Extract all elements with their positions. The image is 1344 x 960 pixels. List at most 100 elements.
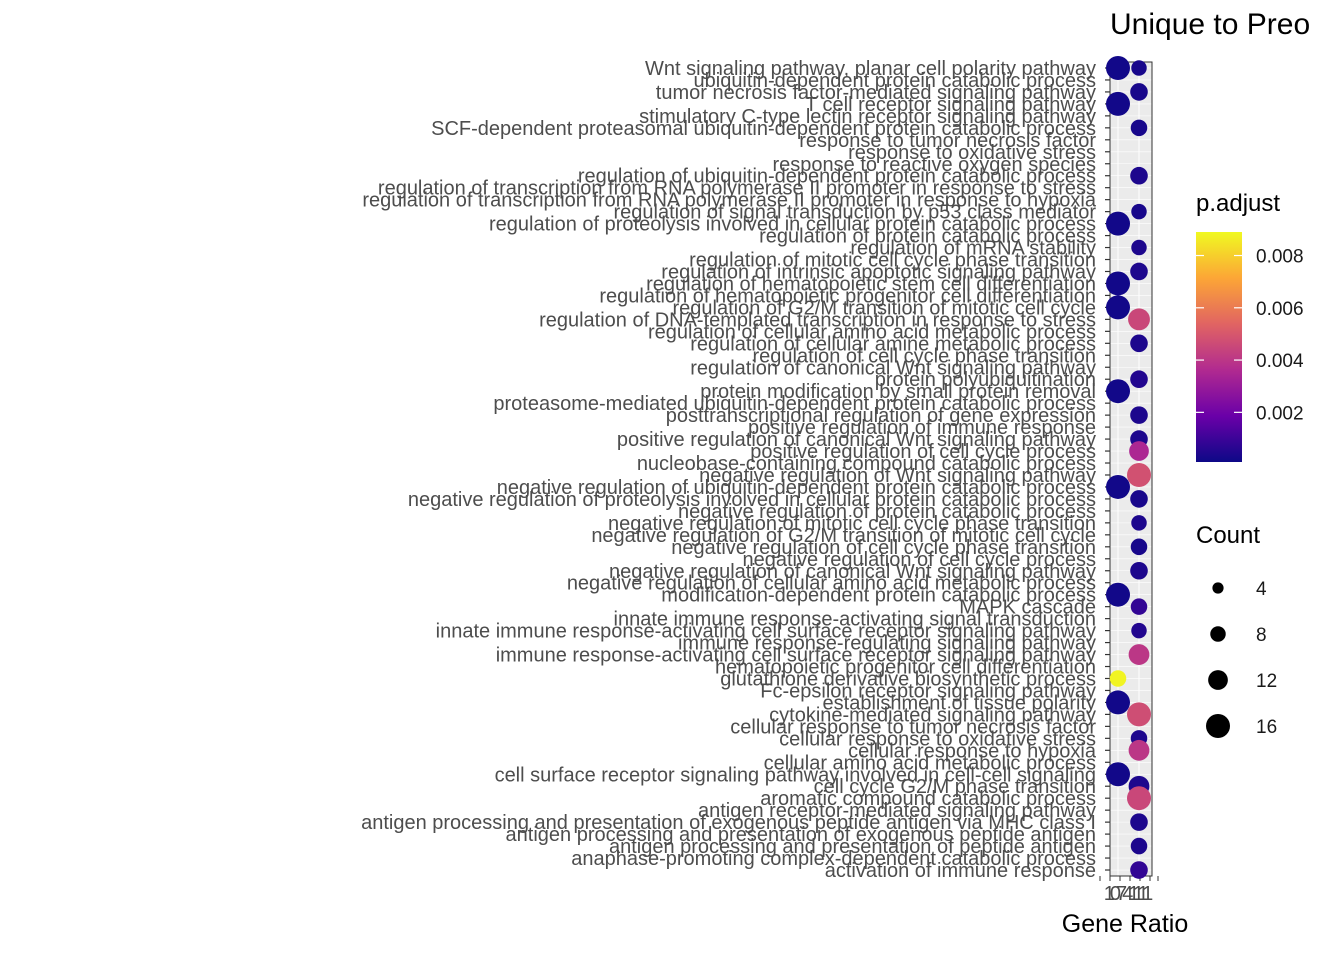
y-tick-label: regulation of mRNA stability — [850, 238, 1096, 260]
data-point — [1130, 83, 1148, 101]
data-point — [1130, 813, 1148, 831]
color-legend-label: 0.006 — [1256, 299, 1304, 320]
y-tick-label: Fc-epsilon receptor signaling pathway — [760, 680, 1096, 702]
y-tick-label: establishment of tissue polarity — [823, 692, 1096, 714]
data-point — [1106, 211, 1130, 236]
data-point — [1129, 441, 1149, 461]
y-tick-label: protein polyubiquitination — [875, 369, 1096, 391]
y-tick-label: response to oxidative stress — [848, 142, 1096, 164]
y-tick-label: regulation of signal transduction by p53… — [614, 202, 1097, 224]
y-tick-label: hematopoietic progenitor cell differenti… — [715, 657, 1096, 679]
y-tick-label: regulation of transcription from RNA pol… — [378, 178, 1096, 200]
data-point — [1130, 837, 1148, 855]
y-tick-label: modification-dependent protein catabolic… — [661, 585, 1096, 607]
y-tick-label: regulation of intrinsic apoptotic signal… — [661, 261, 1096, 283]
data-point — [1131, 60, 1147, 76]
y-tick-label: stimulatory C-type lectin receptor signa… — [639, 106, 1096, 128]
y-tick-label: cell cycle G2/M phase transition — [814, 776, 1096, 798]
data-point — [1128, 308, 1150, 331]
data-point — [1127, 702, 1151, 727]
data-point — [1130, 370, 1148, 389]
data-point — [1131, 239, 1147, 256]
y-tick-label: negative regulation of Wnt signaling pat… — [699, 465, 1096, 487]
data-point — [1106, 762, 1130, 787]
y-tick-label: regulation of ubiquitin-dependent protei… — [578, 166, 1096, 188]
x-axis-label: Gene Ratio — [1061, 910, 1189, 938]
y-tick-label: nucleobase-containing compound catabolic… — [637, 453, 1096, 475]
data-point — [1106, 582, 1130, 607]
y-tick-label: regulation of cellular amino acid metabo… — [648, 321, 1096, 343]
color-legend-bar — [1196, 232, 1242, 462]
x-tick-label: 10741111 — [1104, 883, 1153, 905]
size-legend-label: 4 — [1256, 579, 1267, 600]
color-legend-label: 0.002 — [1256, 403, 1304, 424]
data-point — [1109, 670, 1127, 687]
y-tick-label: positive regulation of canonical Wnt sig… — [617, 429, 1096, 451]
y-tick-label: regulation of proteolysis involved in ce… — [489, 214, 1096, 236]
data-point — [1127, 462, 1151, 487]
data-point — [1130, 538, 1148, 556]
y-tick-label: immune response-regulating signaling pat… — [678, 633, 1096, 655]
y-tick-label: negative regulation of cell cycle proces… — [742, 549, 1096, 571]
data-point — [1130, 598, 1148, 615]
y-tick-label: Wnt signaling pathway, planar cell polar… — [645, 58, 1096, 80]
data-point — [1128, 739, 1150, 761]
y-tick-label: regulation of transcription from RNA pol… — [362, 190, 1097, 212]
y-tick-label: cytokine-mediated signaling pathway — [769, 704, 1096, 726]
data-point — [1106, 271, 1130, 296]
data-point — [1130, 334, 1148, 353]
data-point — [1106, 474, 1130, 499]
color-legend-label: 0.008 — [1256, 247, 1304, 268]
y-tick-label: negative regulation of cell cycle phase … — [671, 537, 1096, 559]
y-tick-label: positive regulation of cell cycle proces… — [750, 441, 1096, 463]
data-point — [1106, 379, 1130, 404]
y-tick-label: tumor necrosis factor-mediated signaling… — [656, 82, 1096, 104]
y-tick-label: protein modification by small protein re… — [700, 381, 1096, 403]
size-legend-label: 8 — [1256, 625, 1267, 646]
y-tick-label: antigen processing and presentation of p… — [609, 836, 1096, 858]
data-point — [1127, 786, 1151, 811]
data-point — [1130, 406, 1148, 424]
data-point — [1130, 166, 1148, 185]
y-tick-label: negative regulation of cellular amino ac… — [567, 573, 1096, 595]
color-legend-title: p.adjust — [1196, 190, 1281, 217]
size-legend-dot — [1208, 670, 1228, 690]
data-point — [1130, 490, 1148, 508]
size-legend-title: Count — [1196, 522, 1261, 549]
y-tick-label: immune response-activating cell surface … — [496, 645, 1096, 667]
y-tick-label: glutathione derivative biosynthetic proc… — [720, 668, 1096, 690]
y-tick-label: negative regulation of proteolysis invol… — [408, 489, 1096, 511]
y-tick-label: response to tumor necrosis factor — [799, 130, 1096, 152]
chart-title: Unique to Preo — [1110, 8, 1311, 41]
y-tick-label: T cell receptor signaling pathway — [805, 94, 1096, 116]
size-legend-dot — [1212, 582, 1224, 594]
data-point — [1106, 55, 1130, 80]
data-point — [1130, 119, 1148, 137]
y-tick-label: anaphase-promoting complex-dependent cat… — [571, 848, 1096, 870]
data-point — [1131, 622, 1147, 639]
y-tick-label: regulation of hematopoietic stem cell di… — [646, 273, 1096, 295]
y-tick-label: regulation of DNA-templated transcriptio… — [539, 309, 1096, 331]
y-tick-label: antigen processing and presentation of e… — [361, 812, 1096, 834]
y-tick-label: innate immune response-activating signal… — [614, 609, 1097, 631]
y-tick-label: activation of immune response — [825, 860, 1096, 882]
y-tick-label: regulation of cellular amine metabolic p… — [690, 333, 1096, 355]
plot-border — [1109, 61, 1153, 877]
y-tick-label: antigen processing and presentation of e… — [506, 824, 1096, 846]
y-tick-label: regulation of protein catabolic process — [759, 226, 1096, 248]
y-tick-label: cellular response to hypoxia — [848, 740, 1097, 762]
size-legend-label: 16 — [1256, 717, 1277, 738]
y-tick-label: cellular amino acid metabolic process — [764, 752, 1096, 774]
y-tick-label: innate immune response-activating cell s… — [436, 621, 1096, 643]
y-tick-label: response to reactive oxygen species — [772, 154, 1096, 176]
y-tick-label: proteasome-mediated ubiquitin-dependent … — [493, 393, 1096, 415]
y-tick-label: antigen receptor-mediated signaling path… — [698, 800, 1096, 822]
data-point — [1130, 561, 1148, 580]
size-legend-dot — [1206, 714, 1230, 738]
size-legend-dot — [1210, 626, 1226, 642]
y-tick-label: regulation of G2/M transition of mitotic… — [672, 297, 1096, 319]
data-point — [1128, 644, 1150, 665]
y-tick-label: negative regulation of ubiquitin-depende… — [497, 477, 1096, 499]
y-tick-label: cellular response to oxidative stress — [779, 728, 1096, 750]
